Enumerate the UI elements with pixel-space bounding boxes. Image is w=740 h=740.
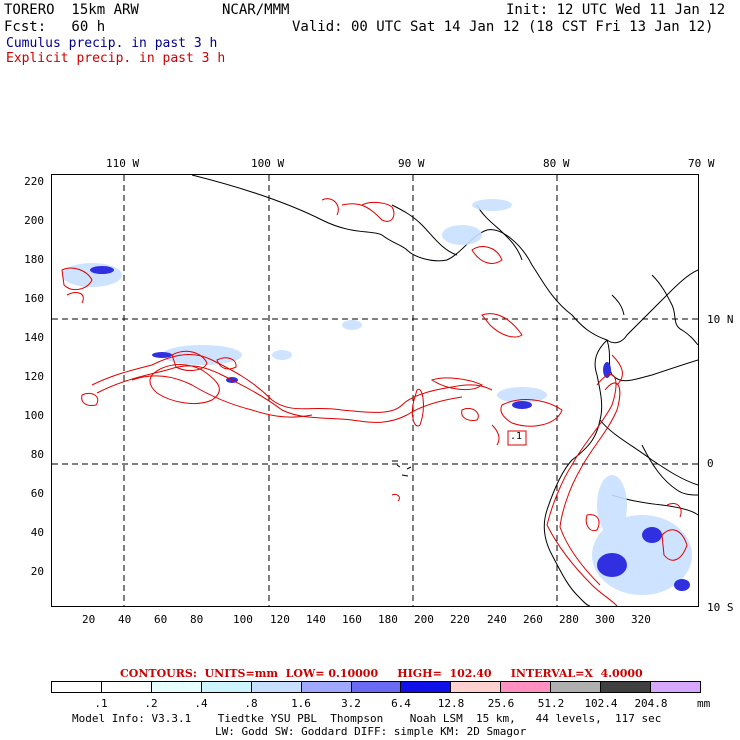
explicit-precip-contours — [61, 198, 688, 606]
colorbar-cell — [301, 682, 352, 692]
colorbar-cell — [251, 682, 302, 692]
forecast-hour: Fcst: 60 h — [4, 19, 106, 35]
colorbar-cell — [201, 682, 252, 692]
colorbar-bin-label: .2 — [144, 697, 158, 710]
colorbar-bin-label: 25.6 — [487, 697, 515, 710]
colorbar-cell — [551, 682, 602, 692]
y-tick-40: 40 — [30, 526, 44, 539]
x-tick-100: 100 — [233, 613, 253, 626]
x-tick-20: 20 — [82, 613, 96, 626]
x-tick-60: 60 — [154, 613, 168, 626]
lon-label-90w: 90 W — [398, 157, 425, 170]
lat-label-10n: 10 N — [707, 313, 734, 326]
colorbar-bin-label: .1 — [94, 697, 108, 710]
cumulus-precip-light — [62, 199, 692, 595]
lon-label-110w: 110 W — [106, 157, 140, 170]
y-tick-100: 100 — [24, 409, 44, 422]
valid-time: Valid: 00 UTC Sat 14 Jan 12 (18 CST Fri … — [292, 19, 714, 35]
coastline — [191, 175, 698, 606]
colorbar-bin-label: 1.6 — [291, 697, 311, 710]
x-tick-280: 280 — [559, 613, 579, 626]
colorbar-bin-label: 6.4 — [391, 697, 411, 710]
lat-lon-grid — [52, 175, 698, 606]
lon-label-100w: 100 W — [251, 157, 285, 170]
x-tick-200: 200 — [414, 613, 434, 626]
colorbar-bin-label: 51.2 — [537, 697, 565, 710]
x-tick-120: 120 — [270, 613, 290, 626]
lon-label-80w: 80 W — [543, 157, 570, 170]
x-tick-220: 220 — [450, 613, 470, 626]
x-tick-240: 240 — [487, 613, 507, 626]
colorbar-bin-label: 102.4 — [584, 697, 618, 710]
x-tick-80: 80 — [190, 613, 204, 626]
x-tick-260: 260 — [523, 613, 543, 626]
y-tick-20: 20 — [30, 565, 44, 578]
x-tick-160: 160 — [342, 613, 362, 626]
x-tick-140: 140 — [306, 613, 326, 626]
y-tick-80: 80 — [30, 448, 44, 461]
colorbar-cell — [501, 682, 552, 692]
init-time: Init: 12 UTC Wed 11 Jan 12 — [506, 2, 726, 18]
physics-info: LW: Godd SW: Goddard DIFF: simple KM: 2D… — [215, 725, 527, 738]
lon-label-70w: 70 W — [688, 157, 715, 170]
x-tick-180: 180 — [378, 613, 398, 626]
org-label: NCAR/MMM — [222, 2, 290, 18]
contour-info: CONTOURS: UNITS=mm LOW= 0.10000 HIGH= 10… — [120, 667, 643, 680]
y-tick-140: 140 — [24, 331, 44, 344]
colorbar-bin-label: .4 — [194, 697, 208, 710]
colorbar-cell — [401, 682, 452, 692]
y-tick-160: 160 — [24, 292, 44, 305]
colorbar-cell — [351, 682, 402, 692]
colorbar-cell — [52, 682, 102, 692]
field-cumulus-label: Cumulus precip. in past 3 h — [6, 36, 218, 51]
y-tick-220: 220 — [24, 175, 44, 188]
colorbar-cell — [651, 682, 700, 692]
precip-colorbar — [51, 681, 701, 693]
model-title: TORERO 15km ARW — [4, 2, 139, 18]
colorbar-bin-label: 3.2 — [341, 697, 361, 710]
lat-label-10s: 10 S — [707, 601, 734, 614]
y-tick-200: 200 — [24, 214, 44, 227]
colorbar-bin-label: 204.8 — [634, 697, 668, 710]
colorbar-cell — [601, 682, 652, 692]
point-marker-label: .1 — [510, 431, 523, 442]
x-tick-300: 300 — [595, 613, 615, 626]
point-marker-box — [507, 430, 527, 446]
colorbar-cell — [451, 682, 502, 692]
colorbar-unit: mm — [697, 697, 711, 710]
colorbar-cell — [101, 682, 152, 692]
y-tick-60: 60 — [30, 487, 44, 500]
colorbar-cell — [151, 682, 202, 692]
field-explicit-label: Explicit precip. in past 3 h — [6, 51, 226, 66]
map-canvas — [52, 175, 698, 606]
y-tick-120: 120 — [24, 370, 44, 383]
precip-map: .1 — [51, 174, 699, 607]
model-info: Model Info: V3.3.1 Tiedtke YSU PBL Thomp… — [72, 712, 662, 725]
colorbar-bin-label: .8 — [244, 697, 258, 710]
colorbar-bin-label: 12.8 — [437, 697, 465, 710]
y-tick-180: 180 — [24, 253, 44, 266]
lat-label-0: 0 — [707, 457, 714, 470]
x-tick-40: 40 — [118, 613, 132, 626]
x-tick-320: 320 — [631, 613, 651, 626]
